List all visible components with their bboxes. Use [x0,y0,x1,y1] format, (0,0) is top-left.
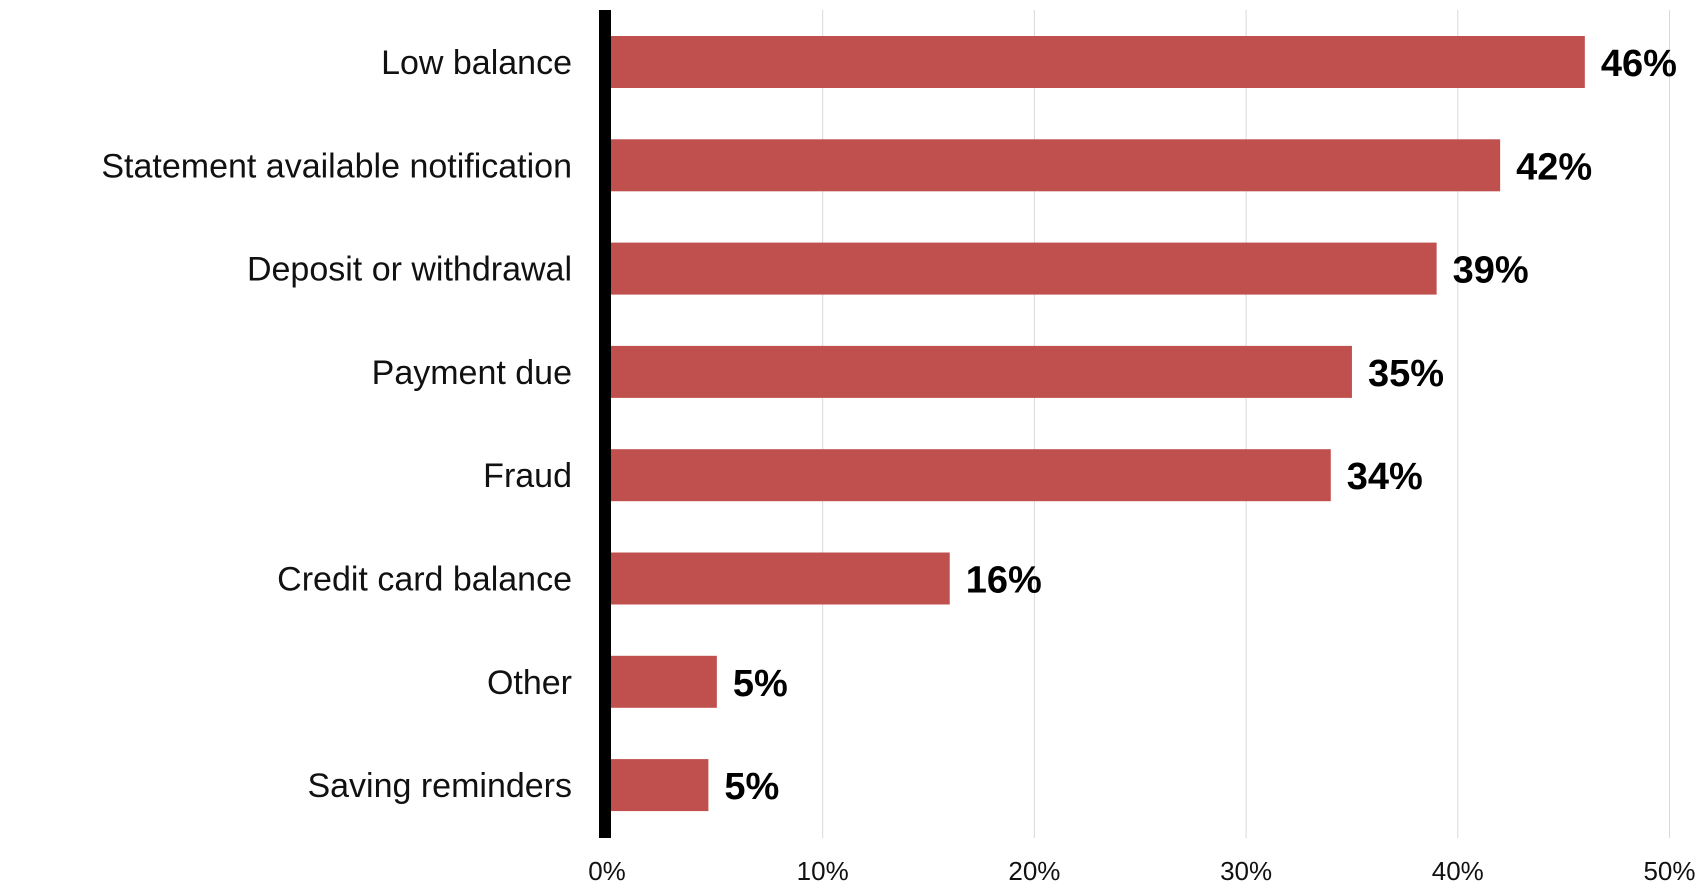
category-label: Deposit or withdrawal [247,251,572,289]
x-tick-label: 40% [1432,856,1484,883]
bar [611,36,1585,88]
data-label: 5% [724,766,779,808]
category-label: Fraud [483,457,572,495]
data-label: 46% [1601,43,1677,85]
bar [611,139,1501,192]
gridlines [822,10,1670,838]
category-label: Low balance [381,44,572,82]
category-label: Other [487,664,572,702]
x-tick-label: 30% [1220,856,1272,883]
bar [611,759,709,812]
category-label: Credit card balance [277,561,572,599]
bar [611,655,717,708]
category-label: Payment due [372,354,572,392]
bar [611,449,1331,502]
x-tick-label: 10% [797,856,849,883]
data-label: 5% [733,663,788,705]
data-label: 42% [1516,146,1592,188]
x-tick-label: 20% [1008,856,1060,883]
category-label: Saving reminders [307,767,572,805]
data-label: 35% [1368,353,1444,395]
bars [611,36,1585,812]
x-axis-tick-labels: 0% 10% 20% 30% 40% 50% [588,856,1695,886]
bar [611,242,1437,295]
data-label: 39% [1453,250,1529,292]
category-label: Statement available notification [101,147,572,185]
bar [611,345,1352,398]
data-label: 16% [966,560,1042,602]
x-tick-label: 0% [588,856,626,883]
x-tick-label: 50% [1643,856,1695,883]
category-labels: Low balance Statement available notificat… [101,44,572,805]
data-label: 34% [1347,456,1423,498]
value-labels: 46% 42% 39% 35% 34% 16% 5% 5% [724,43,1677,808]
bar [611,552,950,605]
